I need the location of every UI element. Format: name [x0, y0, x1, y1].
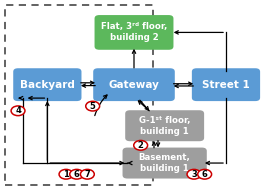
Text: 1: 1 [63, 170, 69, 179]
Text: Backyard: Backyard [20, 80, 75, 90]
Text: Street 1: Street 1 [202, 80, 250, 90]
Text: 7: 7 [84, 170, 90, 179]
FancyBboxPatch shape [95, 15, 173, 50]
Circle shape [187, 169, 201, 179]
Text: Gateway: Gateway [109, 80, 159, 90]
Circle shape [86, 101, 100, 111]
Text: 4: 4 [15, 106, 21, 115]
FancyBboxPatch shape [13, 68, 81, 101]
Text: 6: 6 [74, 170, 80, 179]
FancyBboxPatch shape [125, 110, 204, 141]
Circle shape [198, 169, 211, 179]
Text: 5: 5 [90, 102, 96, 111]
Circle shape [134, 140, 148, 150]
Text: Flat, 3ʳᵈ floor,
building 2: Flat, 3ʳᵈ floor, building 2 [101, 22, 167, 42]
Circle shape [70, 169, 84, 179]
Text: 6: 6 [202, 170, 208, 179]
Circle shape [11, 106, 25, 116]
Text: G-1ˢᵗ floor,
building 1: G-1ˢᵗ floor, building 1 [139, 116, 190, 136]
FancyBboxPatch shape [192, 68, 260, 101]
FancyBboxPatch shape [122, 148, 207, 179]
Circle shape [80, 169, 94, 179]
Text: 2: 2 [138, 141, 144, 150]
Text: 3: 3 [191, 170, 197, 179]
FancyBboxPatch shape [93, 68, 175, 101]
Text: Basement,
building 1: Basement, building 1 [139, 153, 191, 173]
Circle shape [59, 169, 73, 179]
